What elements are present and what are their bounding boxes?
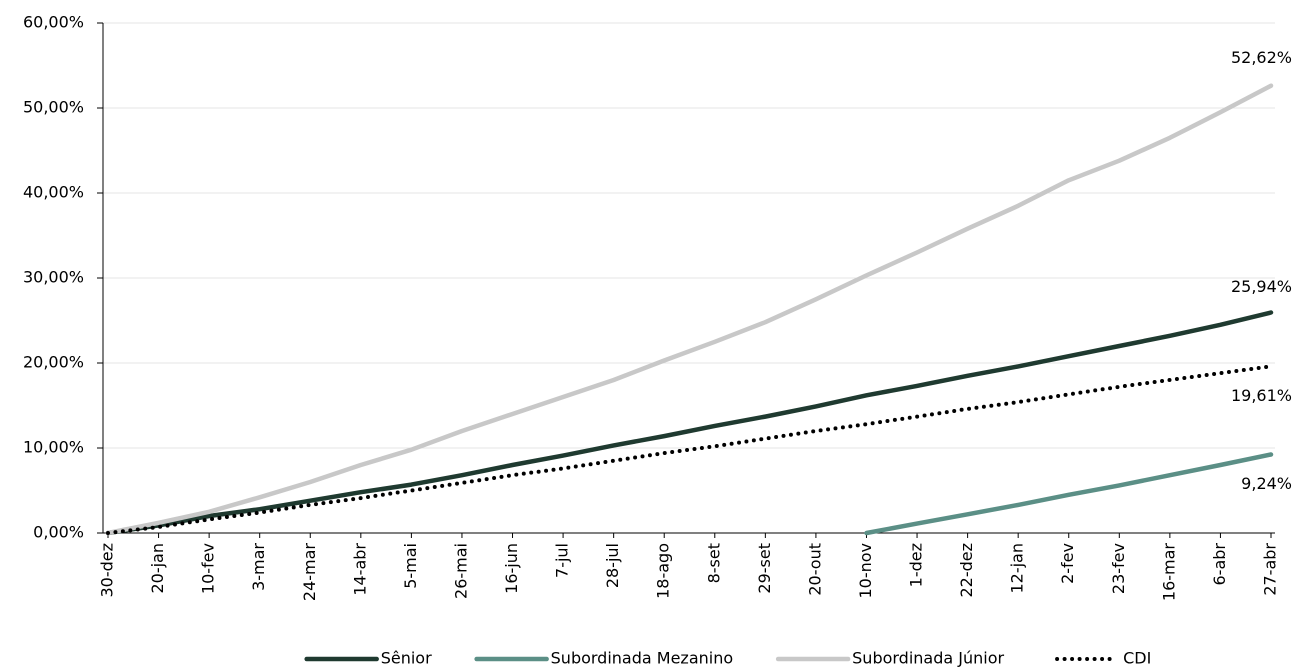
series-line (864, 452, 1274, 536)
series-line (105, 83, 1274, 536)
series-line (105, 310, 1274, 536)
legend: Sênior Subordinada Mezanino Subordinada Jú… (304, 649, 1151, 668)
data-label: 9,24% (1241, 474, 1292, 493)
x-tick-label: 10-fev (199, 543, 218, 594)
x-tick-label: 6-abr (1210, 543, 1229, 586)
y-tick-label: 20,00% (23, 353, 84, 372)
legend-label: Subordinada Júnior (852, 649, 1004, 668)
x-tick-label: 3-mar (249, 543, 268, 591)
x-tick-label: 28-jul (603, 543, 622, 588)
y-tick-label: 10,00% (23, 438, 84, 457)
series-line (106, 364, 1273, 535)
x-tick-label: 12-jan (1008, 543, 1027, 594)
legend-label: CDI (1123, 649, 1151, 668)
x-tick-label: 23-fev (1109, 543, 1128, 594)
y-tick-label: 50,00% (23, 98, 84, 117)
legend-label: Subordinada Mezanino (551, 649, 734, 668)
data-label: 19,61% (1231, 386, 1292, 405)
x-tick-label: 22-dez (957, 543, 976, 598)
x-tick-label: 27-abr (1261, 543, 1280, 596)
x-tick-label: 24-mar (300, 543, 319, 602)
x-tick-label: 2-fev (1058, 543, 1077, 584)
x-tick-label: 20-out (805, 543, 824, 596)
x-tick-label: 18-ago (654, 543, 673, 599)
x-tick-label: 29-set (755, 543, 774, 594)
x-tick-label: 1-dez (907, 543, 926, 587)
x-tick-label: 14-abr (350, 543, 369, 596)
data-label: 52,62% (1231, 48, 1292, 67)
legend-label: Sênior (381, 649, 432, 668)
data-label: 25,94% (1231, 277, 1292, 296)
x-tick-label: 16-mar (1159, 543, 1178, 602)
y-tick-label: 30,00% (23, 268, 84, 287)
x-tick-label: 10-nov (856, 543, 875, 599)
x-tick-label: 7-jul (553, 543, 572, 578)
x-tick-label: 8-set (704, 543, 723, 583)
x-tick-label: 5-mai (401, 543, 420, 589)
y-tick-label: 60,00% (23, 13, 84, 32)
x-tick-label: 16-jun (502, 543, 521, 594)
x-tick-label: 26-mai (451, 543, 470, 599)
y-tick-label: 40,00% (23, 183, 84, 202)
x-tick-label: 20-jan (148, 543, 167, 594)
x-tick-label: 30-dez (98, 543, 117, 598)
y-tick-label: 0,00% (33, 523, 84, 542)
